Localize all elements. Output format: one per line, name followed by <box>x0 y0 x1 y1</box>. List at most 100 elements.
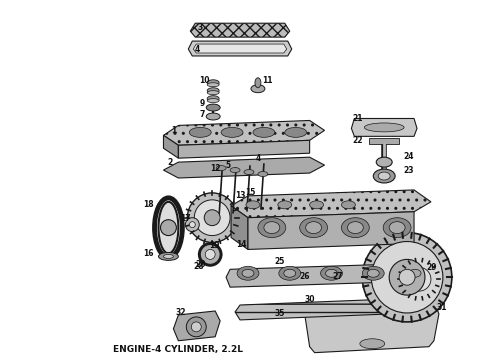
Ellipse shape <box>200 244 220 264</box>
Text: 12: 12 <box>210 163 220 172</box>
Text: 22: 22 <box>352 136 363 145</box>
Polygon shape <box>190 23 290 37</box>
Polygon shape <box>164 135 178 158</box>
Ellipse shape <box>342 218 369 238</box>
Ellipse shape <box>310 201 323 209</box>
Ellipse shape <box>204 210 220 226</box>
Ellipse shape <box>404 266 426 280</box>
Text: 4: 4 <box>195 45 200 54</box>
Text: 31: 31 <box>437 302 447 311</box>
Polygon shape <box>178 140 310 158</box>
Polygon shape <box>235 299 394 320</box>
Ellipse shape <box>237 266 259 280</box>
Text: 3: 3 <box>197 23 203 32</box>
Ellipse shape <box>378 172 390 180</box>
Ellipse shape <box>347 222 363 234</box>
Ellipse shape <box>158 202 178 253</box>
Text: 28: 28 <box>193 262 203 271</box>
Text: 11: 11 <box>263 76 273 85</box>
Text: 10: 10 <box>199 76 210 85</box>
Polygon shape <box>231 190 431 218</box>
Bar <box>369 138 399 144</box>
Text: 1: 1 <box>171 126 176 135</box>
Ellipse shape <box>253 127 275 137</box>
Ellipse shape <box>258 218 286 238</box>
Ellipse shape <box>207 91 219 95</box>
Ellipse shape <box>216 166 226 171</box>
Text: 30: 30 <box>304 294 315 303</box>
Text: 18: 18 <box>143 200 154 209</box>
Ellipse shape <box>399 269 415 285</box>
Ellipse shape <box>264 222 280 234</box>
Ellipse shape <box>284 269 295 277</box>
Ellipse shape <box>407 267 431 291</box>
Text: 29: 29 <box>427 263 437 272</box>
Text: 27: 27 <box>332 272 343 281</box>
Ellipse shape <box>258 172 268 176</box>
Ellipse shape <box>158 252 178 260</box>
Ellipse shape <box>409 269 421 277</box>
Ellipse shape <box>191 322 201 332</box>
Ellipse shape <box>221 127 243 137</box>
Text: 15: 15 <box>245 188 255 197</box>
Ellipse shape <box>230 168 240 172</box>
Ellipse shape <box>187 193 237 243</box>
Text: 19: 19 <box>209 241 220 250</box>
Text: 2: 2 <box>168 158 173 167</box>
Ellipse shape <box>206 104 220 111</box>
Text: 16: 16 <box>143 249 154 258</box>
Ellipse shape <box>279 266 301 280</box>
Text: 17: 17 <box>180 214 191 223</box>
Text: 26: 26 <box>299 272 310 281</box>
Text: 4: 4 <box>255 154 261 163</box>
Ellipse shape <box>371 242 443 313</box>
Text: 25: 25 <box>274 257 285 266</box>
Polygon shape <box>231 206 248 249</box>
Ellipse shape <box>368 269 379 277</box>
Text: 13: 13 <box>235 192 245 201</box>
Ellipse shape <box>189 222 196 228</box>
Ellipse shape <box>278 201 292 209</box>
Text: 24: 24 <box>404 152 415 161</box>
Ellipse shape <box>244 170 254 175</box>
Text: 5: 5 <box>225 161 231 170</box>
Ellipse shape <box>325 269 338 277</box>
Ellipse shape <box>320 266 343 280</box>
Ellipse shape <box>285 127 307 137</box>
Ellipse shape <box>300 218 327 238</box>
Polygon shape <box>173 311 220 341</box>
Ellipse shape <box>306 222 321 234</box>
Ellipse shape <box>251 85 265 93</box>
Text: 20: 20 <box>195 260 205 269</box>
Ellipse shape <box>389 222 405 234</box>
Ellipse shape <box>164 255 173 258</box>
Polygon shape <box>351 118 417 136</box>
Ellipse shape <box>389 260 425 295</box>
Polygon shape <box>164 157 324 178</box>
Text: 32: 32 <box>175 309 186 318</box>
Ellipse shape <box>383 218 411 238</box>
Ellipse shape <box>362 233 452 322</box>
Ellipse shape <box>205 249 215 260</box>
Ellipse shape <box>195 200 230 235</box>
Ellipse shape <box>189 127 211 137</box>
Text: 35: 35 <box>274 310 285 319</box>
Ellipse shape <box>207 80 219 86</box>
Ellipse shape <box>376 157 392 167</box>
Polygon shape <box>188 41 292 56</box>
Ellipse shape <box>161 220 176 235</box>
Text: ENGINE-4 CYLINDER, 2.2L: ENGINE-4 CYLINDER, 2.2L <box>114 345 244 354</box>
Polygon shape <box>193 44 287 53</box>
Ellipse shape <box>360 339 385 349</box>
Ellipse shape <box>362 266 384 280</box>
Polygon shape <box>248 212 414 249</box>
Ellipse shape <box>185 218 199 231</box>
Ellipse shape <box>246 201 260 209</box>
Text: 14: 14 <box>236 240 246 249</box>
Ellipse shape <box>242 269 254 277</box>
Ellipse shape <box>342 201 355 209</box>
Ellipse shape <box>186 317 206 337</box>
Ellipse shape <box>365 123 404 132</box>
Ellipse shape <box>207 88 219 94</box>
Ellipse shape <box>373 169 395 183</box>
